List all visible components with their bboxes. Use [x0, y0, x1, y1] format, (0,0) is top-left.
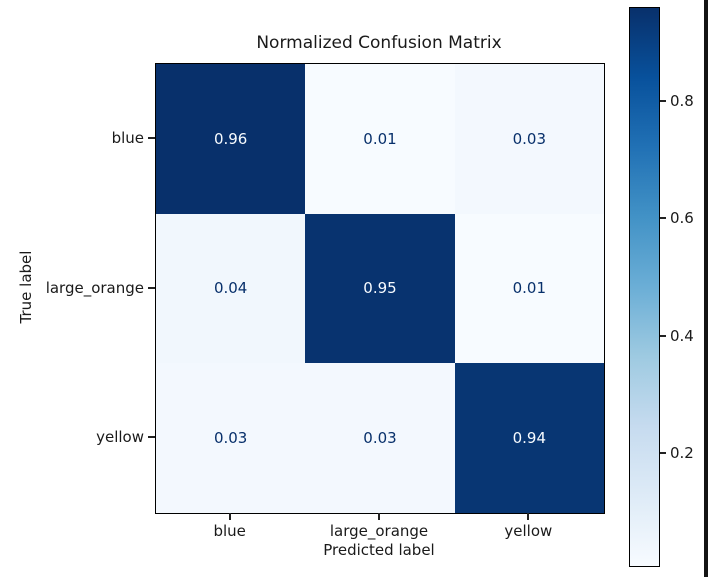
- matrix-cell: 0.03: [454, 64, 604, 214]
- y-tick-label: yellow: [96, 428, 144, 447]
- colorbar-tick-mark: [660, 452, 666, 455]
- x-tick-label: blue: [213, 522, 246, 540]
- x-tick-label: large_orange: [329, 522, 429, 540]
- matrix-cell: 0.96: [156, 64, 306, 214]
- matrix-cell: 0.01: [305, 64, 455, 214]
- matrix-cell: 0.01: [454, 213, 604, 364]
- y-tick-label: large_orange: [45, 278, 144, 297]
- y-tick-mark: [148, 286, 155, 289]
- chart-title: Normalized Confusion Matrix: [256, 33, 502, 53]
- x-tick-mark: [378, 513, 380, 520]
- x-tick-mark: [527, 513, 530, 520]
- colorbar-tick-label: 0.2: [670, 444, 694, 463]
- heatmap: 0.96 0.01 0.03 0.04 0.95 0.01 0.03 0.03 0.94: [155, 63, 605, 514]
- y-tick-mark: [148, 436, 155, 439]
- x-tick-mark: [228, 513, 231, 520]
- matrix-cell: 0.04: [156, 213, 306, 364]
- colorbar-tick-mark: [660, 334, 666, 337]
- colorbar-tick-label: 0.6: [670, 209, 694, 228]
- y-tick-mark: [148, 136, 155, 139]
- matrix-cell: 0.03: [156, 363, 306, 513]
- screenshot-right-border: [704, 0, 708, 577]
- colorbar-tick-mark: [660, 217, 666, 220]
- matrix-cell: 0.03: [305, 363, 455, 513]
- x-tick-label: yellow: [504, 522, 553, 540]
- colorbar-tick-label: 0.4: [670, 326, 694, 345]
- x-axis-label: Predicted label: [323, 541, 435, 559]
- colorbar: [629, 7, 660, 567]
- colorbar-tick-label: 0.8: [670, 91, 694, 110]
- y-tick-label: blue: [111, 128, 144, 147]
- colorbar-tick-mark: [660, 99, 666, 102]
- matrix-cell: 0.94: [454, 363, 604, 513]
- matrix-cell: 0.95: [305, 213, 455, 364]
